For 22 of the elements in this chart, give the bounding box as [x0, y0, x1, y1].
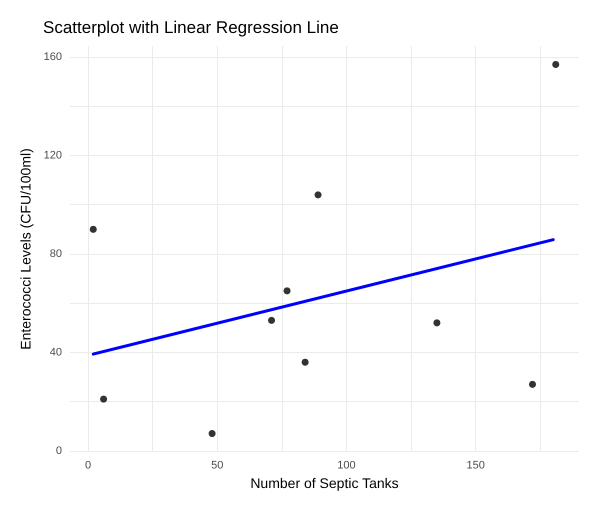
x-tick-label: 100 [337, 460, 356, 472]
point [90, 226, 97, 233]
y-tick-label: 40 [50, 346, 62, 358]
point [314, 191, 322, 198]
point [552, 60, 560, 68]
x-tick-label: 50 [211, 460, 224, 472]
y-tick-label: 0 [56, 444, 62, 457]
point [100, 396, 108, 403]
point [284, 287, 291, 294]
point [268, 316, 276, 324]
x-tick-label: 150 [466, 460, 485, 472]
y-axis-title: Enterococci Levels (CFU/100ml) [18, 148, 34, 350]
point [208, 430, 216, 438]
chart-title: Scatterplot with Linear Regression Line [43, 18, 339, 37]
x-axis-title: Number of Septic Tanks [250, 474, 399, 491]
point [302, 358, 309, 366]
point [529, 380, 536, 388]
x-tick-label: 0 [85, 460, 92, 472]
y-tick-label: 160 [44, 51, 62, 64]
point [433, 319, 440, 326]
y-tick-label: 80 [50, 248, 62, 260]
y-tick-label: 120 [44, 149, 62, 162]
